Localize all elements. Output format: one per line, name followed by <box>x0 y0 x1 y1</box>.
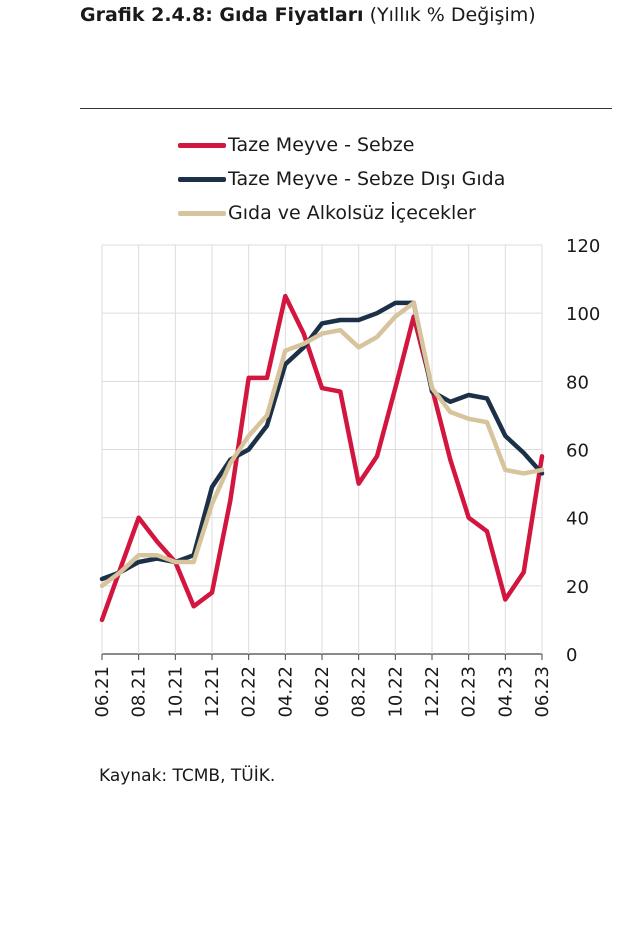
legend-label-series-1: Taze Meyve - Sebze <box>228 134 415 156</box>
chart-title-subtitle: (Yıllık % Değişim) <box>369 4 536 26</box>
legend-label-series-3: Gıda ve Alkolsüz İçecekler <box>228 202 476 224</box>
legend-swatch-series-3 <box>178 210 226 216</box>
y-tick-label: 80 <box>566 372 589 393</box>
x-tick-label: 12.21 <box>202 666 223 718</box>
x-tick-label: 08.22 <box>349 666 370 718</box>
x-tick-label: 08.21 <box>129 666 150 718</box>
chart-title: Grafik 2.4.8: Gıda Fiyatları (Yıllık % D… <box>80 4 536 26</box>
legend-item-series-1: Taze Meyve - Sebze <box>178 128 505 162</box>
x-tick-label: 04.23 <box>495 666 516 718</box>
source-note: Kaynak: TCMB, TÜİK. <box>99 766 276 786</box>
x-tick-label: 06.22 <box>312 666 333 718</box>
series-line-3 <box>99 300 545 589</box>
y-tick-label: 40 <box>566 509 589 530</box>
line-chart: 0 20 40 60 80 100 120 06.21 08.21 10.21 12.21 02.22… <box>92 236 600 718</box>
x-tick-label: 10.22 <box>385 666 406 718</box>
chart-title-bold: Grafik 2.4.8: Gıda Fiyatları <box>80 4 364 26</box>
x-tick-label: 10.21 <box>165 666 186 718</box>
legend-swatch-series-1 <box>178 142 226 148</box>
chart-legend: Taze Meyve - Sebze Taze Meyve - Sebze Dı… <box>178 128 505 230</box>
x-tick-label: 02.23 <box>459 666 480 718</box>
x-tick-label: 12.22 <box>422 666 443 718</box>
y-tick-label: 120 <box>566 236 600 257</box>
x-tick-label: 06.21 <box>92 666 113 718</box>
legend-item-series-2: Taze Meyve - Sebze Dışı Gıda <box>178 162 505 196</box>
legend-swatch-series-2 <box>178 176 226 182</box>
title-divider <box>80 108 612 109</box>
legend-label-series-2: Taze Meyve - Sebze Dışı Gıda <box>228 168 506 190</box>
x-tick-label: 02.22 <box>239 666 260 718</box>
y-tick-label: 0 <box>566 645 577 666</box>
x-tick-label: 06.23 <box>532 666 553 718</box>
y-tick-label: 100 <box>566 304 600 325</box>
y-tick-label: 60 <box>566 441 589 462</box>
legend-item-series-3: Gıda ve Alkolsüz İçecekler <box>178 196 505 230</box>
y-tick-label: 20 <box>566 577 589 598</box>
x-tick-label: 04.22 <box>275 666 296 718</box>
